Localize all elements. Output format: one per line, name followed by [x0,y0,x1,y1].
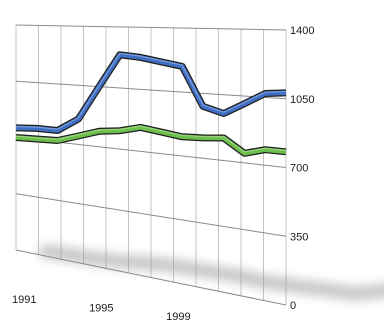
series-line [15,125,287,156]
series-shadow-line [39,244,384,301]
y-tick-label: 0 [290,300,296,312]
x-tick-label: 1999 [166,311,190,323]
y-tick-label: 700 [290,163,308,175]
series-line-highlight [15,53,287,130]
y-tick-label: 1050 [290,94,314,106]
horizontal-gridline [15,80,287,100]
y-axis-tick-labels: 0 350 700 1050 1400 [290,25,314,312]
y-tick-label: 350 [290,231,308,243]
horizontal-gridline [15,24,287,31]
series-line [15,52,287,133]
y-tick-label: 1400 [290,25,314,37]
series-lines [15,51,287,157]
series-shadow [39,244,384,301]
x-tick-label: 1995 [89,303,113,315]
horizontal-gridline [15,193,287,237]
x-axis-tick-labels: 1991 1995 1999 [12,294,191,323]
series-line-highlight [15,125,287,153]
x-tick-label: 1991 [12,294,36,306]
